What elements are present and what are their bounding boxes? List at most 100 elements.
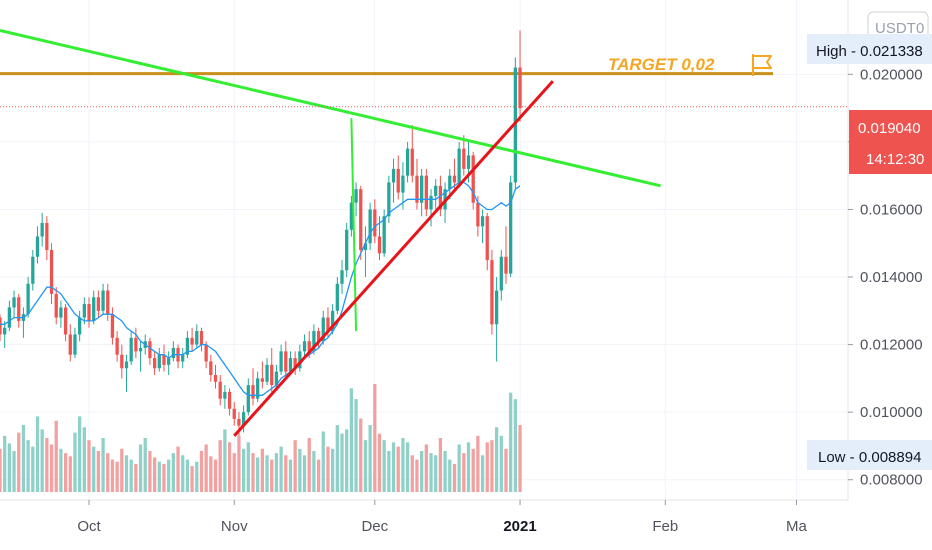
candle [363,226,368,278]
candle-body [101,290,105,311]
candle [167,351,171,375]
candle-body [40,222,44,237]
volume-bar [443,450,447,492]
volume-bar [35,416,40,492]
candle [246,378,250,416]
candle [424,168,428,217]
candle-body [167,358,171,365]
candle [270,347,274,392]
candle [96,290,101,318]
candle [251,368,255,406]
candle-body [256,378,260,399]
volume-bar [17,432,21,492]
volume-bar [190,466,194,492]
volume-bar [424,444,428,492]
candle [340,260,344,294]
volume-bar [466,442,471,492]
candle-body [82,304,86,318]
candle [120,344,124,379]
volume-bar [232,453,236,492]
candle-body [35,236,40,257]
candle [148,337,152,365]
candle-body [162,354,166,365]
candle-body [237,418,241,426]
volume-bar [368,425,372,492]
price-tick-label: 0.020000 [860,66,923,83]
candle-body [54,293,58,318]
candle-body [476,202,480,227]
volume-bar [462,453,466,492]
candle-body [209,361,213,375]
volume-bar [26,440,30,492]
volume-bar [167,459,171,492]
candle-body [509,182,513,274]
candle-body [405,148,410,176]
candle-body [354,189,358,203]
candle-body [59,307,63,318]
candle-body [223,391,227,399]
candle-body [448,175,452,190]
volume-bar [438,438,443,492]
volume-bar [73,432,77,492]
time-axis[interactable]: Oct Nov Dec 2021 Feb Ma [77,500,808,535]
volume-bar [363,440,368,492]
candle-body [391,168,396,183]
volume-bar [162,463,166,492]
volume-bar [420,450,424,492]
red-trendline[interactable] [233,80,554,437]
volume-bar [171,453,175,492]
volume-bar [227,442,232,492]
candle [7,300,12,332]
volume-bar [241,448,246,492]
volume-bar [396,446,400,492]
green-vertical-line[interactable] [350,118,358,332]
candle-body [232,408,236,419]
candle-body [251,385,255,399]
volume-bar [349,388,354,492]
price-tick-label: 0.016000 [860,201,923,218]
candle [227,388,232,416]
target-annotation[interactable]: TARGET 0,02 [608,55,715,74]
time-tick-label: Ma [786,518,807,535]
flag-icon[interactable] [752,54,772,76]
green-trendline[interactable] [0,28,661,188]
candle-body [120,354,124,369]
volume-bar [293,440,297,492]
candle [78,310,82,342]
candle-body [396,168,400,193]
volume-bar [40,429,44,492]
volume-bar [476,435,480,492]
volume-bar [0,448,2,492]
candle [115,331,119,362]
candle-body [499,256,503,291]
candle-body [68,334,72,355]
price-tick-label: 0.012000 [860,337,923,354]
candle-body [96,297,101,311]
candle-body [335,283,339,311]
volume-bar [45,438,49,492]
candle-body [494,290,499,325]
candle [171,341,175,362]
candle [462,135,466,176]
candle [45,216,49,261]
volume-bar [448,459,452,492]
candle [82,297,86,325]
volume-bar [307,438,311,492]
volume-bars [0,384,522,492]
volume-bar [213,459,218,492]
drawings-front[interactable] [0,28,661,437]
low-badge: Low - 0.008894 [807,440,932,470]
candle [35,226,40,264]
volume-bar [185,459,190,492]
volume-bar [340,433,344,492]
volume-bar [354,399,358,492]
candle [265,358,269,386]
candle [134,327,138,359]
volume-bar [265,455,269,492]
candle [518,30,522,122]
volume-bar [485,442,489,492]
candle [335,277,339,315]
high-badge: High - 0.021338 [807,34,932,64]
candle-body [293,358,297,369]
